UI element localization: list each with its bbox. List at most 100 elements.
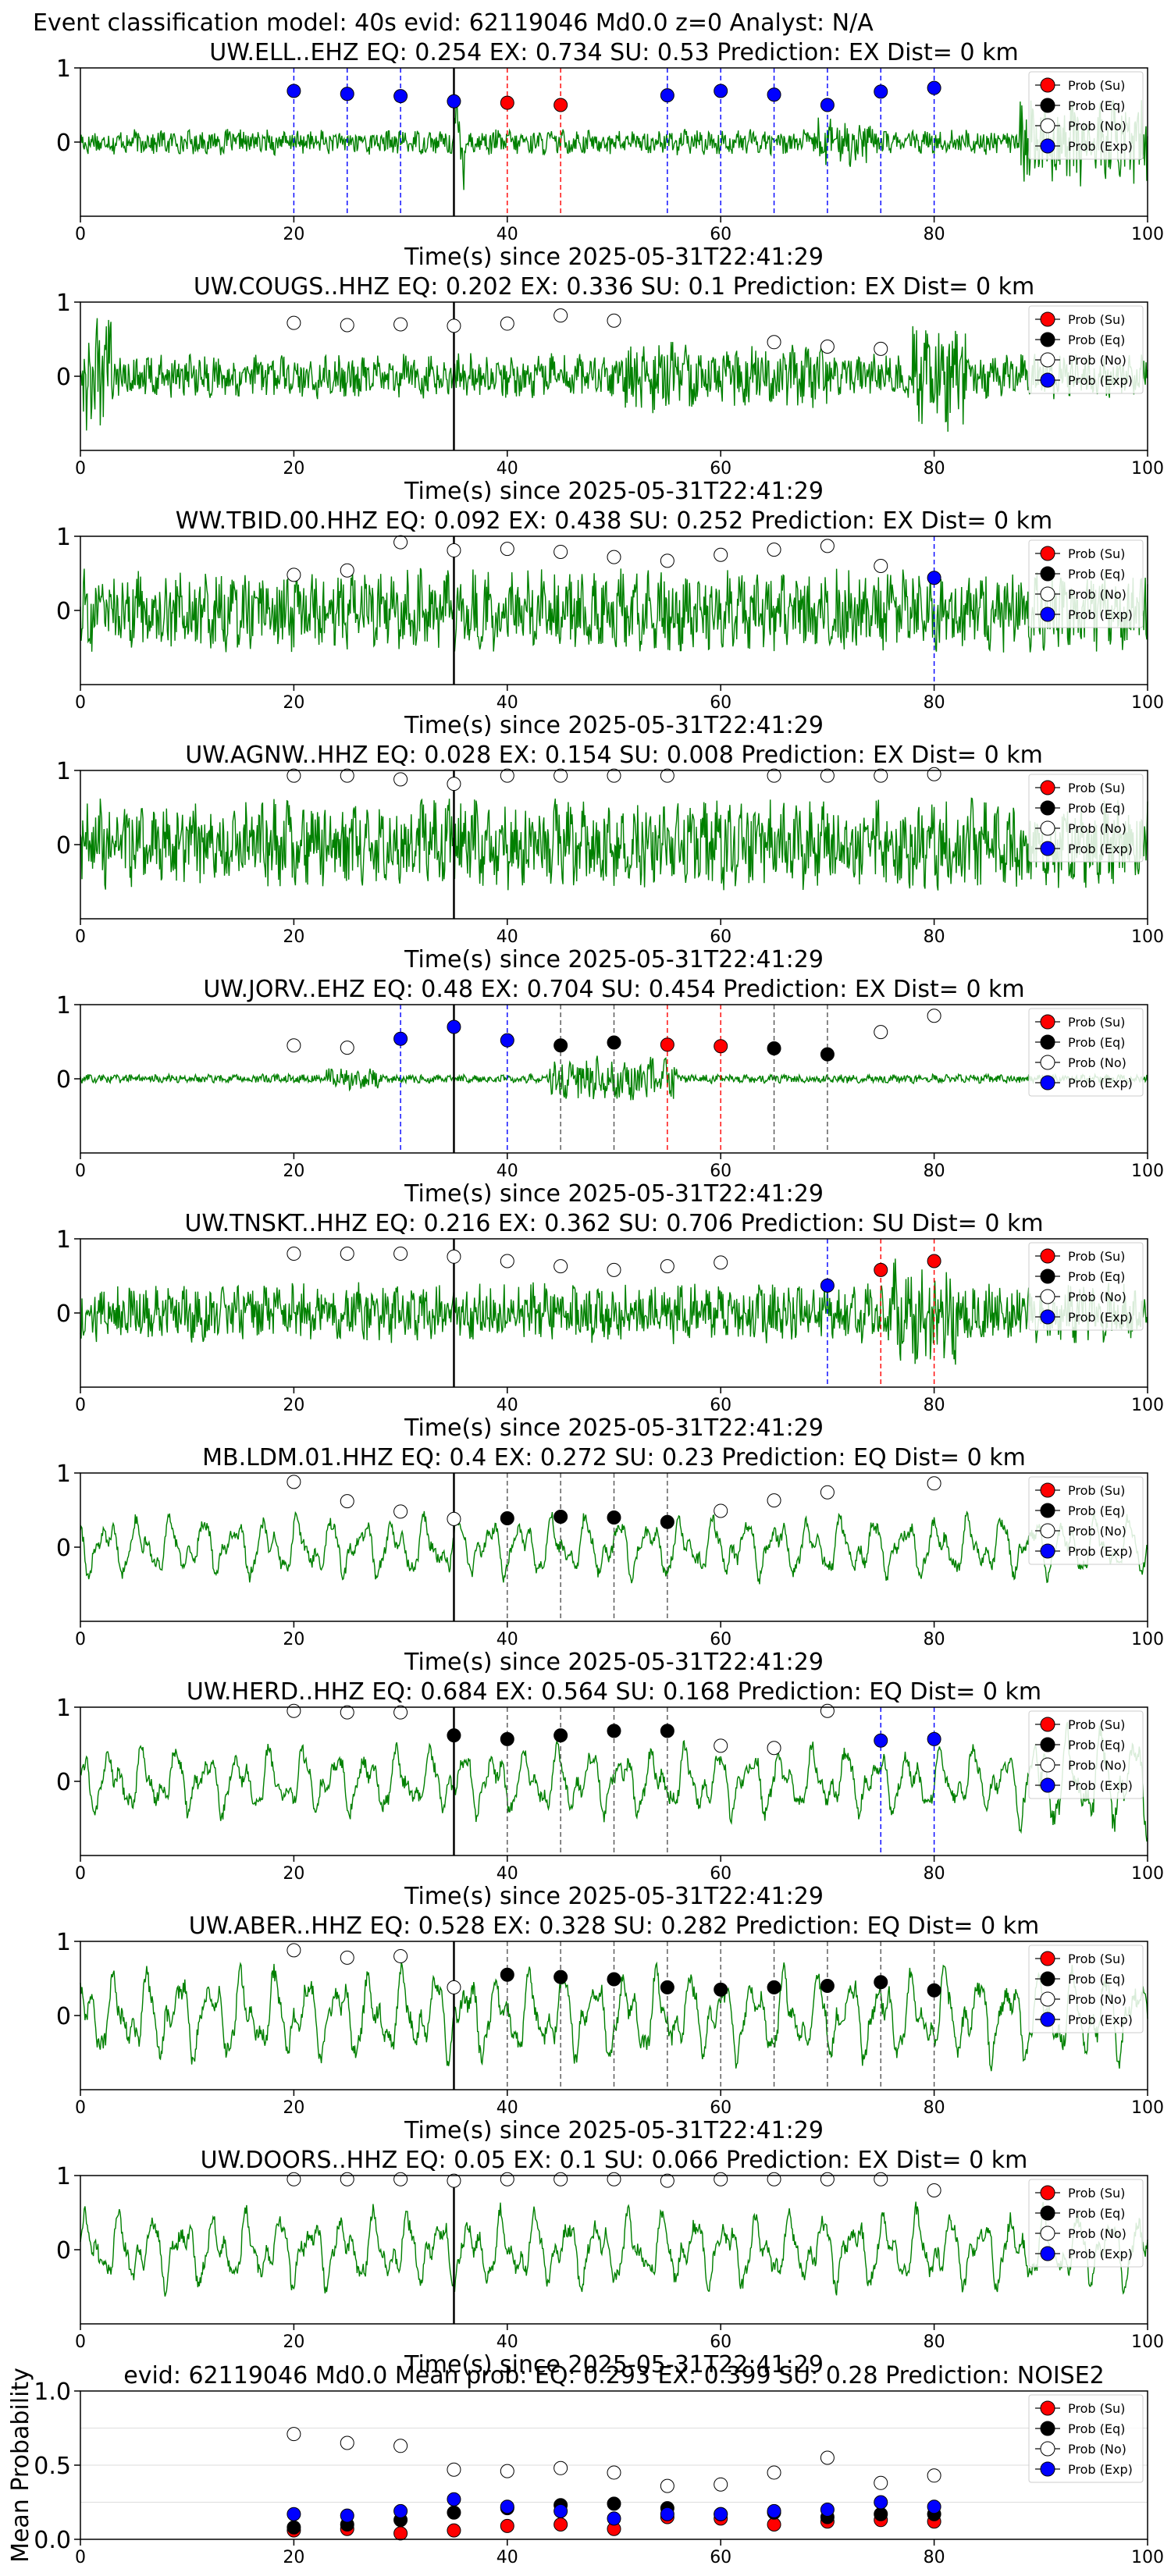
prob-point-eq — [553, 1728, 568, 1743]
prob-point-no — [820, 539, 835, 553]
prob-point-exp — [874, 1733, 888, 1748]
prob-point-no — [500, 2172, 514, 2186]
x-axis-label: Time(s) since 2025-05-31T22:41:29 — [404, 2117, 824, 2144]
y-tick-label: 0.0 — [34, 2527, 71, 2554]
x-tick-label: 60 — [710, 1630, 731, 1649]
legend-label-eq: Prob (Eq) — [1068, 333, 1125, 347]
legend-box — [1028, 539, 1144, 628]
legend-marker-eq — [1040, 1971, 1055, 1987]
x-tick-label: 60 — [710, 1396, 731, 1415]
legend-label-eq: Prob (Eq) — [1068, 2206, 1125, 2221]
prob-point-no — [874, 768, 888, 783]
prob-point-no — [927, 2183, 941, 2197]
prob-point-no — [287, 1703, 301, 1718]
y-tick-label: 0 — [56, 2003, 71, 2030]
legend-marker-eq — [1040, 332, 1055, 347]
x-tick-label: 100 — [1131, 1162, 1164, 1181]
legend-box — [1028, 1710, 1144, 1799]
prob-point-eq — [660, 1980, 674, 1994]
x-tick-label: 100 — [1131, 2332, 1164, 2352]
legend-marker-no — [1040, 1289, 1055, 1304]
prob-point-no — [447, 318, 461, 333]
prob-point-no — [340, 2172, 354, 2186]
prob-point-exp — [767, 87, 781, 102]
prob-point-exp — [287, 84, 301, 98]
legend-label-su: Prob (Su) — [1068, 546, 1125, 561]
prob-point-no — [393, 2172, 408, 2186]
legend-marker-eq — [1040, 1737, 1055, 1752]
mean-prob-point-no — [500, 2464, 514, 2478]
legend-marker-no — [1040, 1523, 1055, 1539]
x-tick-label: 20 — [283, 2098, 304, 2118]
x-tick-label: 0 — [75, 2098, 86, 2118]
x-tick-label: 40 — [497, 2098, 518, 2118]
legend-marker-no — [1040, 2226, 1055, 2241]
y-tick-label: 0 — [56, 832, 71, 859]
x-tick-label: 0 — [75, 1162, 86, 1181]
x-axis-label: Time(s) since 2025-05-31T22:41:29 — [404, 1180, 824, 1208]
prob-point-no — [927, 1476, 941, 1491]
prob-point-no — [820, 2172, 835, 2186]
x-axis-label: Time(s) since 2025-05-31T22:41:29 — [404, 244, 824, 271]
legend-label-exp: Prob (Exp) — [1068, 2012, 1133, 2027]
x-tick-label: 20 — [283, 1162, 304, 1181]
legend-label-eq: Prob (Eq) — [1068, 2421, 1125, 2436]
x-tick-label: 0 — [75, 1630, 86, 1649]
prob-point-no — [767, 1493, 781, 1508]
legend-label-exp: Prob (Exp) — [1068, 1310, 1133, 1325]
x-tick-label: 80 — [924, 2098, 945, 2118]
y-tick-label: 0 — [56, 130, 71, 157]
chart-panel-9: UW.ABER..HHZ EQ: 0.528 EX: 0.328 SU: 0.2… — [56, 1912, 1164, 2144]
x-tick-label: 60 — [710, 927, 731, 947]
prob-point-no — [287, 315, 301, 330]
legend-marker-no — [1040, 2441, 1055, 2457]
mean-prob-point-eq — [874, 2507, 888, 2521]
prob-point-no — [447, 543, 461, 558]
legend-box — [1028, 71, 1144, 160]
y-tick-label: 0.5 — [34, 2453, 71, 2480]
chart-panel-6: UW.TNSKT..HHZ EQ: 0.216 EX: 0.362 SU: 0.… — [56, 1210, 1164, 1442]
x-tick-label: 40 — [497, 1162, 518, 1181]
mean-prob-point-exp — [927, 2500, 941, 2514]
prob-point-no — [714, 1738, 728, 1753]
prob-point-eq — [607, 1724, 621, 1738]
prob-point-no — [447, 1511, 461, 1526]
prob-point-no — [340, 1247, 354, 1261]
legend-label-su: Prob (Su) — [1068, 1483, 1125, 1498]
x-tick-label: 20 — [283, 1630, 304, 1649]
y-axis-label: Mean Probability — [7, 2368, 34, 2563]
legend-marker-su — [1040, 2185, 1055, 2201]
y-tick-label: 1 — [56, 1226, 71, 1254]
legend-label-no: Prob (No) — [1068, 1290, 1127, 1304]
y-tick-label: 0 — [56, 1769, 71, 1796]
x-tick-label: 80 — [924, 459, 945, 479]
legend-label-eq: Prob (Eq) — [1068, 1035, 1125, 1050]
chart-panel-2: UW.COUGS..HHZ EQ: 0.202 EX: 0.336 SU: 0.… — [56, 273, 1164, 505]
legend-label-eq: Prob (Eq) — [1068, 1738, 1125, 1752]
mean-prob-point-no — [287, 2427, 301, 2442]
prob-point-no — [340, 1950, 354, 1965]
legend-marker-su — [1040, 77, 1055, 93]
legend-label-eq: Prob (Eq) — [1068, 801, 1125, 816]
x-tick-label: 80 — [924, 225, 945, 244]
legend-label-no: Prob (No) — [1068, 2442, 1127, 2457]
waveform-trace — [80, 797, 1148, 891]
prob-point-no — [447, 1980, 461, 1994]
x-tick-label: 40 — [497, 1630, 518, 1649]
prob-point-su — [660, 1037, 674, 1052]
legend-marker-su — [1040, 1248, 1055, 1264]
waveform-trace — [80, 568, 1148, 653]
legend-marker-su — [1040, 1014, 1055, 1030]
x-tick-label: 100 — [1131, 1396, 1164, 1415]
legend-marker-no — [1040, 586, 1055, 602]
prob-point-no — [447, 1249, 461, 1264]
mean-prob-point-no — [660, 2478, 674, 2493]
prob-point-eq — [607, 1035, 621, 1050]
prob-point-no — [393, 772, 408, 787]
x-tick-label: 0 — [75, 1864, 86, 1884]
prob-point-no — [767, 2172, 781, 2186]
x-tick-label: 0 — [75, 1396, 86, 1415]
prob-point-no — [874, 1025, 888, 1040]
panel-title: UW.DOORS..HHZ EQ: 0.05 EX: 0.1 SU: 0.066… — [201, 2147, 1028, 2174]
